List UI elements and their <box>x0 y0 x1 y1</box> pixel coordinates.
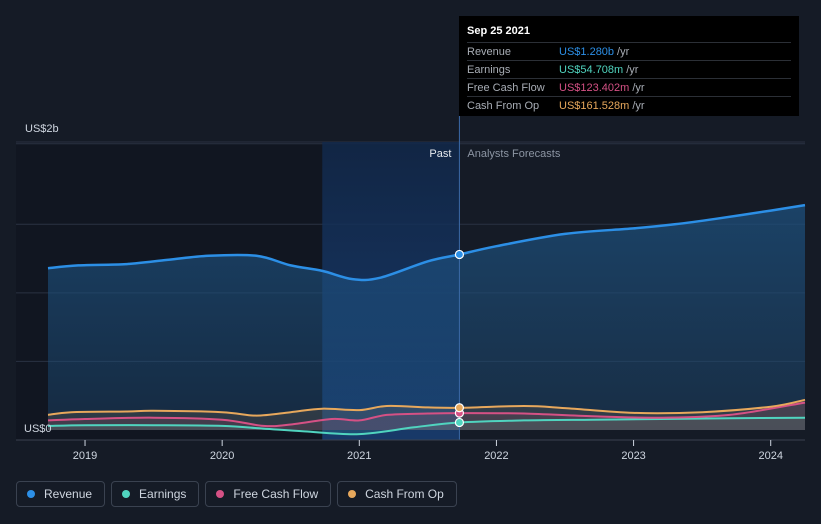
marker-revenue <box>454 249 465 260</box>
y-axis-bottom-label: US$0 <box>24 423 52 435</box>
legend-item-revenue[interactable]: Revenue <box>16 481 106 507</box>
past-label: Past <box>429 148 451 160</box>
tooltip-row-cash-from-op: Cash From Op US$161.528m /yr <box>467 96 791 114</box>
tooltip: Sep 25 2021 Revenue US$1.280b /yr Earnin… <box>459 16 799 116</box>
legend-label: Earnings <box>139 487 187 501</box>
series-line-earnings <box>47 416 806 436</box>
tooltip-label: Revenue <box>467 45 512 58</box>
legend-dot-icon <box>122 490 131 498</box>
x-tick-label: 2023 <box>621 450 645 462</box>
legend-item-free-cash-flow[interactable]: Free Cash Flow <box>205 481 332 507</box>
legend-item-cash-from-op[interactable]: Cash From Op <box>337 481 457 507</box>
x-tick-label: 2022 <box>484 450 508 462</box>
x-tick-label: 2021 <box>347 450 371 462</box>
x-tick-label: 2019 <box>73 450 97 462</box>
tooltip-label: Cash From Op <box>467 99 540 112</box>
x-tick-label: 2024 <box>758 450 782 462</box>
legend-item-earnings[interactable]: Earnings <box>111 481 200 507</box>
tooltip-row-free-cash-flow: Free Cash Flow US$123.402m /yr <box>467 78 791 96</box>
legend-label: Cash From Op <box>365 487 444 501</box>
marker-cash-from-op <box>454 403 465 413</box>
tooltip-date: Sep 25 2021 <box>467 25 530 37</box>
series-area-free-cash-flow <box>48 402 805 430</box>
legend-dot-icon <box>27 490 35 498</box>
y-axis-top-label: US$2b <box>25 123 59 135</box>
tooltip-value: US$1.280b <box>559 45 615 58</box>
tooltip-unit: /yr <box>632 99 645 112</box>
series-line-cash-from-op <box>47 398 806 417</box>
tooltip-unit: /yr <box>626 63 639 76</box>
x-tick-label: 2020 <box>210 450 234 462</box>
tooltip-value: US$54.708m <box>559 63 624 76</box>
tooltip-value: US$123.402m <box>559 81 630 94</box>
legend-dot-icon <box>216 490 225 498</box>
legend-label: Revenue <box>44 487 93 501</box>
forecast-label: Analysts Forecasts <box>467 148 560 160</box>
tooltip-value: US$161.528m <box>559 99 630 112</box>
legend-label: Free Cash Flow <box>233 487 319 501</box>
tooltip-label: Earnings <box>467 63 511 76</box>
legend-dot-icon <box>348 490 357 498</box>
series-line-free-cash-flow <box>47 401 806 428</box>
tooltip-unit: /yr <box>632 81 645 94</box>
tooltip-unit: /yr <box>617 45 630 58</box>
marker-earnings <box>454 417 465 428</box>
tooltip-row-revenue: Revenue US$1.280b /yr <box>467 42 791 60</box>
legend: Revenue Earnings Free Cash Flow Cash Fro… <box>16 481 457 507</box>
revenue-area <box>48 205 805 430</box>
tooltip-label: Free Cash Flow <box>467 81 545 94</box>
series-line-revenue <box>47 203 806 282</box>
tooltip-row-earnings: Earnings US$54.708m /yr <box>467 60 791 78</box>
